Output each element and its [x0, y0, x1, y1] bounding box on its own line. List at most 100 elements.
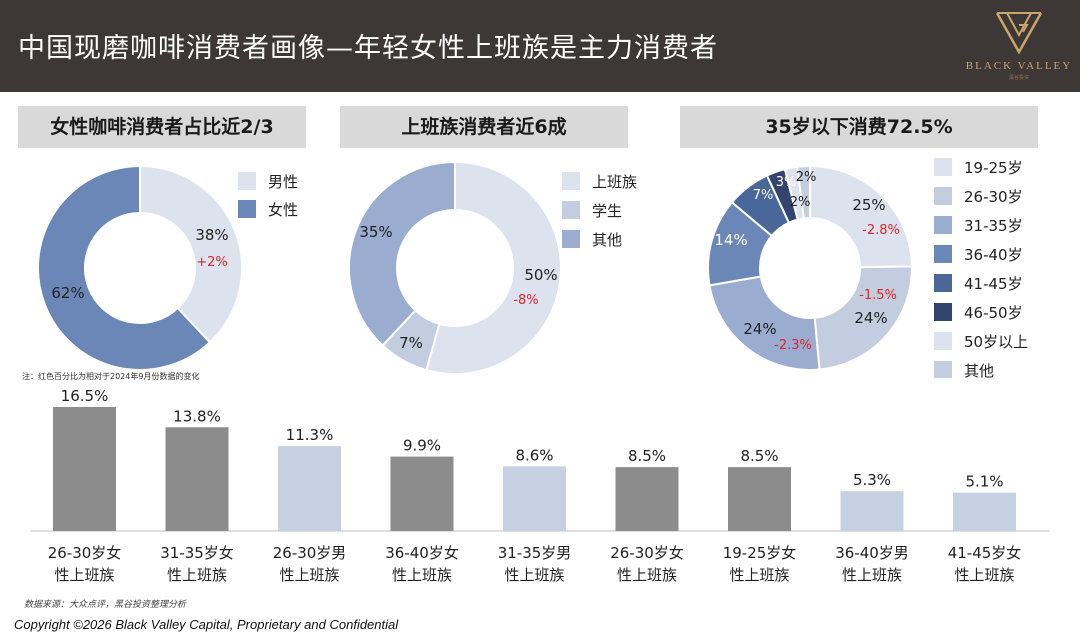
bar-7	[728, 467, 791, 531]
slice-label: 2%	[796, 170, 817, 185]
legend-swatch	[934, 303, 952, 321]
slice-label: 24%	[743, 320, 776, 338]
copyright: Copyright ©2026 Black Valley Capital, Pr…	[14, 617, 399, 632]
legend-swatch	[934, 216, 952, 234]
bar-value-label: 9.9%	[403, 437, 441, 455]
bar-3	[278, 446, 341, 531]
bar-value-label: 8.6%	[515, 446, 553, 464]
legend-label: 学生	[592, 202, 622, 220]
legend-swatch	[934, 158, 952, 176]
legend-label: 46-50岁	[964, 304, 1023, 322]
legend-swatch	[934, 361, 952, 378]
donut-slice-3	[708, 275, 821, 371]
donut-slice-1	[809, 164, 914, 269]
legend-swatch	[934, 332, 952, 350]
bar-4	[390, 456, 454, 531]
donut-slice-8	[796, 164, 811, 220]
bar-category-label: 性上班族	[504, 566, 564, 584]
bar-value-label: 16.5%	[61, 387, 109, 405]
bar-6	[615, 467, 679, 531]
slice-delta: -1.5%	[859, 288, 897, 303]
logo-subtext: 黑谷投资	[1008, 75, 1029, 81]
legend-swatch	[238, 172, 256, 190]
bar-category-label: 36-40岁男	[835, 544, 909, 562]
section-title-gender: 女性咖啡消费者占比近2/3	[18, 106, 306, 148]
legend-swatch	[934, 187, 952, 205]
logo-text: BLACK VALLEY	[965, 60, 1073, 72]
slice-label: 3%	[776, 175, 797, 190]
section-title-occupation: 上班族消费者近6成	[340, 106, 628, 148]
legend-label: 其他	[592, 231, 622, 249]
slice-delta: -8%	[513, 293, 538, 308]
bar-category-label: 性上班族	[729, 566, 789, 584]
legend-swatch	[562, 201, 580, 219]
section-title-age: 35岁以下消费72.5%	[680, 106, 1038, 148]
donut-slice-2	[37, 164, 212, 371]
bar-category-label: 19-25岁女	[723, 544, 797, 562]
slice-label: 38%	[195, 226, 228, 244]
slice-label: 35%	[359, 223, 392, 241]
bar-1	[53, 407, 116, 531]
legend-label: 男性	[268, 173, 298, 191]
legend-label: 19-25岁	[964, 159, 1023, 177]
bar-category-label: 31-35岁女	[160, 544, 234, 562]
donut-slice-1	[425, 160, 562, 375]
slice-label: 25%	[852, 196, 885, 214]
age-donut: 25%24%24%14%7%3% 2%2%-2.8%-1.5%-2.3%19-25…	[707, 158, 1028, 378]
slice-label: 50%	[524, 266, 557, 284]
bar-category-label: 性上班族	[954, 566, 1014, 584]
bar-category-label: 31-35岁男	[498, 544, 572, 562]
bar-category-label: 36-40岁女	[385, 544, 459, 562]
legend-label: 其他	[964, 362, 994, 378]
slice-label: 24%	[854, 309, 887, 327]
legend-label: 女性	[268, 201, 298, 219]
legend-label: 26-30岁	[964, 188, 1023, 206]
bar-value-label: 11.3%	[286, 426, 334, 444]
slice-delta: +2%	[196, 255, 228, 270]
bar-category-label: 性上班族	[617, 566, 677, 584]
slice-label: 7%	[753, 188, 774, 203]
bar-value-label: 8.5%	[740, 447, 778, 465]
bar-value-label: 8.5%	[628, 447, 666, 465]
donut-slice-3	[348, 160, 456, 347]
slice-label: 14%	[714, 231, 747, 249]
bar-category-label: 26-30岁男	[273, 544, 347, 562]
slice-delta: -2.8%	[862, 223, 900, 238]
bar-value-label: 5.1%	[965, 473, 1003, 491]
bar-category-label: 26-30岁女	[610, 544, 684, 562]
legend-label: 31-35岁	[964, 217, 1023, 235]
bar-category-label: 性上班族	[167, 566, 227, 584]
header-bar: 中国现磨咖啡消费者画像—年轻女性上班族是主力消费者 BLACK VALLEY 黑…	[0, 0, 1080, 92]
legend-swatch	[934, 274, 952, 292]
bar-2	[165, 427, 229, 531]
donut-slice-1	[139, 164, 243, 344]
legend-label: 36-40岁	[964, 246, 1023, 264]
bar-category-label: 26-30岁女	[48, 544, 122, 562]
bar-value-label: 5.3%	[853, 471, 891, 489]
bar-5	[503, 466, 566, 531]
slice-label: 7%	[399, 334, 423, 352]
bar-8	[840, 491, 904, 531]
legend-swatch	[562, 230, 580, 248]
data-source: 数据来源：大众点评，黑谷投资整理分析	[24, 600, 187, 610]
page-title: 中国现磨咖啡消费者画像—年轻女性上班族是主力消费者	[18, 33, 718, 64]
bar-category-label: 41-45岁女	[948, 544, 1022, 562]
legend-label: 41-45岁	[964, 275, 1023, 293]
logo-mark-icon	[995, 12, 1043, 55]
legend-label: 50岁以上	[964, 333, 1028, 351]
donut-slice-2	[813, 265, 913, 371]
slice-label: 2%	[790, 195, 811, 210]
slice-label: 62%	[51, 284, 84, 302]
bar-category-label: 性上班族	[842, 566, 902, 584]
legend-swatch	[238, 200, 256, 218]
bar-category-label: 性上班族	[279, 566, 339, 584]
bar-9	[953, 492, 1016, 531]
bar-category-label: 性上班族	[392, 566, 452, 584]
legend-label: 上班族	[592, 173, 637, 191]
legend-swatch	[562, 172, 580, 190]
legend-swatch	[934, 245, 952, 263]
